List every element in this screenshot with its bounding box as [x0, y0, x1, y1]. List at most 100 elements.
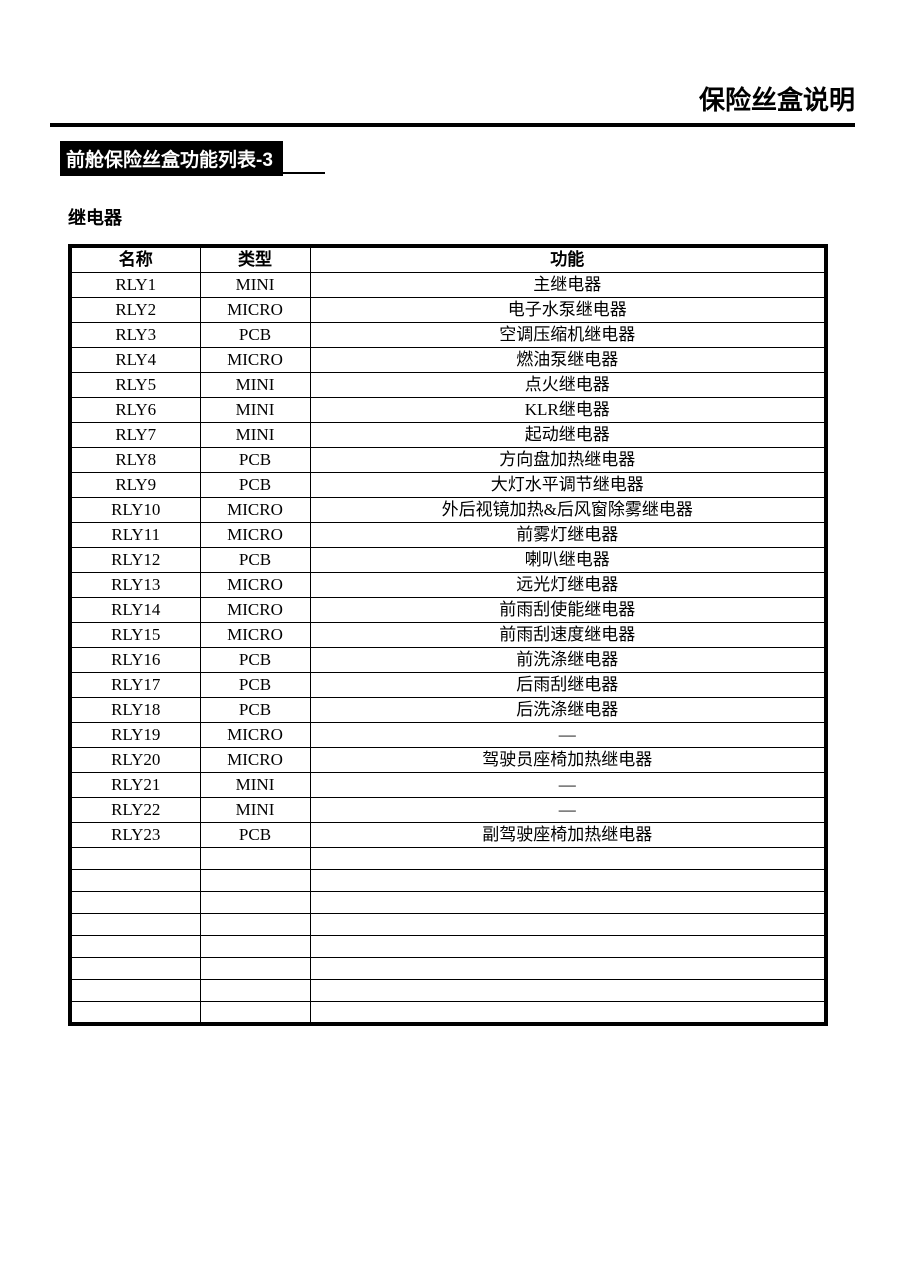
cell-name: RLY7 — [70, 423, 200, 448]
table-row — [70, 958, 826, 980]
cell-name: RLY13 — [70, 573, 200, 598]
cell-type: MICRO — [200, 748, 310, 773]
table-header-row: 名称 类型 功能 — [70, 246, 826, 273]
cell-name: RLY22 — [70, 798, 200, 823]
cell-func — [310, 848, 826, 870]
cell-type — [200, 914, 310, 936]
cell-func: 电子水泵继电器 — [310, 298, 826, 323]
cell-type: MICRO — [200, 498, 310, 523]
table-row: RLY10MICRO外后视镜加热&后风窗除雾继电器 — [70, 498, 826, 523]
cell-name: RLY5 — [70, 373, 200, 398]
section-underline — [283, 172, 325, 174]
cell-name: RLY6 — [70, 398, 200, 423]
table-row: RLY8PCB方向盘加热继电器 — [70, 448, 826, 473]
table-row: RLY18PCB后洗涤继电器 — [70, 698, 826, 723]
table-row: RLY19MICRO— — [70, 723, 826, 748]
cell-name — [70, 980, 200, 1002]
cell-func: 点火继电器 — [310, 373, 826, 398]
table-row: RLY22MINI— — [70, 798, 826, 823]
cell-func: 后洗涤继电器 — [310, 698, 826, 723]
cell-name: RLY2 — [70, 298, 200, 323]
cell-func — [310, 870, 826, 892]
cell-func: 方向盘加热继电器 — [310, 448, 826, 473]
table-row: RLY2MICRO电子水泵继电器 — [70, 298, 826, 323]
cell-type: PCB — [200, 673, 310, 698]
cell-name — [70, 870, 200, 892]
cell-name — [70, 958, 200, 980]
cell-name: RLY16 — [70, 648, 200, 673]
table-row — [70, 914, 826, 936]
cell-type: MINI — [200, 423, 310, 448]
section-title: 前舱保险丝盒功能列表-3 — [60, 141, 283, 176]
cell-func — [310, 958, 826, 980]
cell-type: PCB — [200, 648, 310, 673]
table-row: RLY6MINIKLR继电器 — [70, 398, 826, 423]
relay-table: 名称 类型 功能 RLY1MINI主继电器RLY2MICRO电子水泵继电器RLY… — [68, 244, 828, 1026]
cell-func: 后雨刮继电器 — [310, 673, 826, 698]
table-row: RLY23PCB副驾驶座椅加热继电器 — [70, 823, 826, 848]
cell-name: RLY14 — [70, 598, 200, 623]
cell-name: RLY11 — [70, 523, 200, 548]
cell-name: RLY10 — [70, 498, 200, 523]
table-row — [70, 892, 826, 914]
table-row — [70, 1002, 826, 1024]
cell-func — [310, 980, 826, 1002]
cell-func: 前雾灯继电器 — [310, 523, 826, 548]
cell-type: MINI — [200, 273, 310, 298]
table-row: RLY17PCB后雨刮继电器 — [70, 673, 826, 698]
cell-type: MICRO — [200, 348, 310, 373]
cell-type — [200, 870, 310, 892]
table-row — [70, 870, 826, 892]
cell-type: MICRO — [200, 723, 310, 748]
cell-type — [200, 1002, 310, 1024]
cell-name — [70, 892, 200, 914]
cell-func: 起动继电器 — [310, 423, 826, 448]
cell-func: 驾驶员座椅加热继电器 — [310, 748, 826, 773]
table-row: RLY16PCB前洗涤继电器 — [70, 648, 826, 673]
cell-func: 燃油泵继电器 — [310, 348, 826, 373]
cell-name: RLY9 — [70, 473, 200, 498]
table-row: RLY21MINI— — [70, 773, 826, 798]
cell-name: RLY12 — [70, 548, 200, 573]
table-row: RLY1MINI主继电器 — [70, 273, 826, 298]
cell-type: MINI — [200, 398, 310, 423]
cell-func — [310, 1002, 826, 1024]
cell-name: RLY15 — [70, 623, 200, 648]
page-header-title: 保险丝盒说明 — [50, 80, 855, 127]
cell-type: PCB — [200, 473, 310, 498]
cell-type: MICRO — [200, 523, 310, 548]
cell-type: MINI — [200, 773, 310, 798]
cell-name: RLY4 — [70, 348, 200, 373]
table-row — [70, 848, 826, 870]
cell-name: RLY18 — [70, 698, 200, 723]
cell-type: PCB — [200, 448, 310, 473]
cell-func: 空调压缩机继电器 — [310, 323, 826, 348]
col-header-type: 类型 — [200, 246, 310, 273]
cell-type: MICRO — [200, 573, 310, 598]
cell-type — [200, 848, 310, 870]
table-row: RLY4MICRO燃油泵继电器 — [70, 348, 826, 373]
cell-name: RLY23 — [70, 823, 200, 848]
cell-func: 前洗涤继电器 — [310, 648, 826, 673]
cell-func: — — [310, 723, 826, 748]
cell-func — [310, 936, 826, 958]
cell-type — [200, 980, 310, 1002]
subheading-relay: 继电器 — [68, 204, 855, 230]
cell-func: — — [310, 773, 826, 798]
cell-type — [200, 892, 310, 914]
table-row: RLY9PCB大灯水平调节继电器 — [70, 473, 826, 498]
cell-func: 喇叭继电器 — [310, 548, 826, 573]
cell-name — [70, 914, 200, 936]
cell-func: 副驾驶座椅加热继电器 — [310, 823, 826, 848]
table-row: RLY13MICRO远光灯继电器 — [70, 573, 826, 598]
cell-type — [200, 936, 310, 958]
cell-type — [200, 958, 310, 980]
col-header-func: 功能 — [310, 246, 826, 273]
cell-name — [70, 1002, 200, 1024]
cell-type: MICRO — [200, 623, 310, 648]
cell-func: — — [310, 798, 826, 823]
cell-type: MICRO — [200, 598, 310, 623]
cell-func: KLR继电器 — [310, 398, 826, 423]
cell-type: PCB — [200, 823, 310, 848]
table-row: RLY20MICRO驾驶员座椅加热继电器 — [70, 748, 826, 773]
